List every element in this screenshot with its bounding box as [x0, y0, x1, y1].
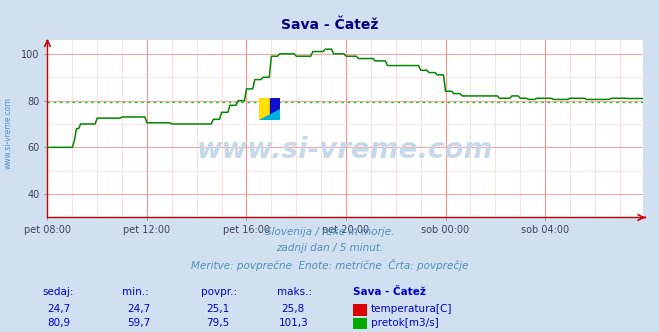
- Text: 25,8: 25,8: [281, 304, 305, 314]
- Text: 24,7: 24,7: [47, 304, 71, 314]
- Text: sedaj:: sedaj:: [43, 287, 74, 297]
- Text: min.:: min.:: [122, 287, 149, 297]
- Text: temperatura[C]: temperatura[C]: [371, 304, 453, 314]
- Text: Slovenija / reke in morje.: Slovenija / reke in morje.: [265, 227, 394, 237]
- Bar: [270, 98, 281, 120]
- Bar: [259, 98, 270, 120]
- Text: 80,9: 80,9: [47, 318, 71, 328]
- Text: pretok[m3/s]: pretok[m3/s]: [371, 318, 439, 328]
- Text: 59,7: 59,7: [127, 318, 150, 328]
- Text: 101,3: 101,3: [278, 318, 308, 328]
- Text: www.si-vreme.com: www.si-vreme.com: [3, 97, 13, 169]
- Text: 79,5: 79,5: [206, 318, 229, 328]
- Text: Meritve: povprečne  Enote: metrične  Črta: povprečje: Meritve: povprečne Enote: metrične Črta:…: [191, 259, 468, 271]
- Text: www.si-vreme.com: www.si-vreme.com: [197, 136, 493, 164]
- Text: maks.:: maks.:: [277, 287, 312, 297]
- Polygon shape: [259, 109, 281, 120]
- Text: 24,7: 24,7: [127, 304, 150, 314]
- Text: Sava - Čatež: Sava - Čatež: [353, 287, 426, 297]
- Text: 25,1: 25,1: [206, 304, 229, 314]
- Text: povpr.:: povpr.:: [201, 287, 237, 297]
- Text: Sava - Čatež: Sava - Čatež: [281, 18, 378, 32]
- Text: zadnji dan / 5 minut.: zadnji dan / 5 minut.: [276, 243, 383, 253]
